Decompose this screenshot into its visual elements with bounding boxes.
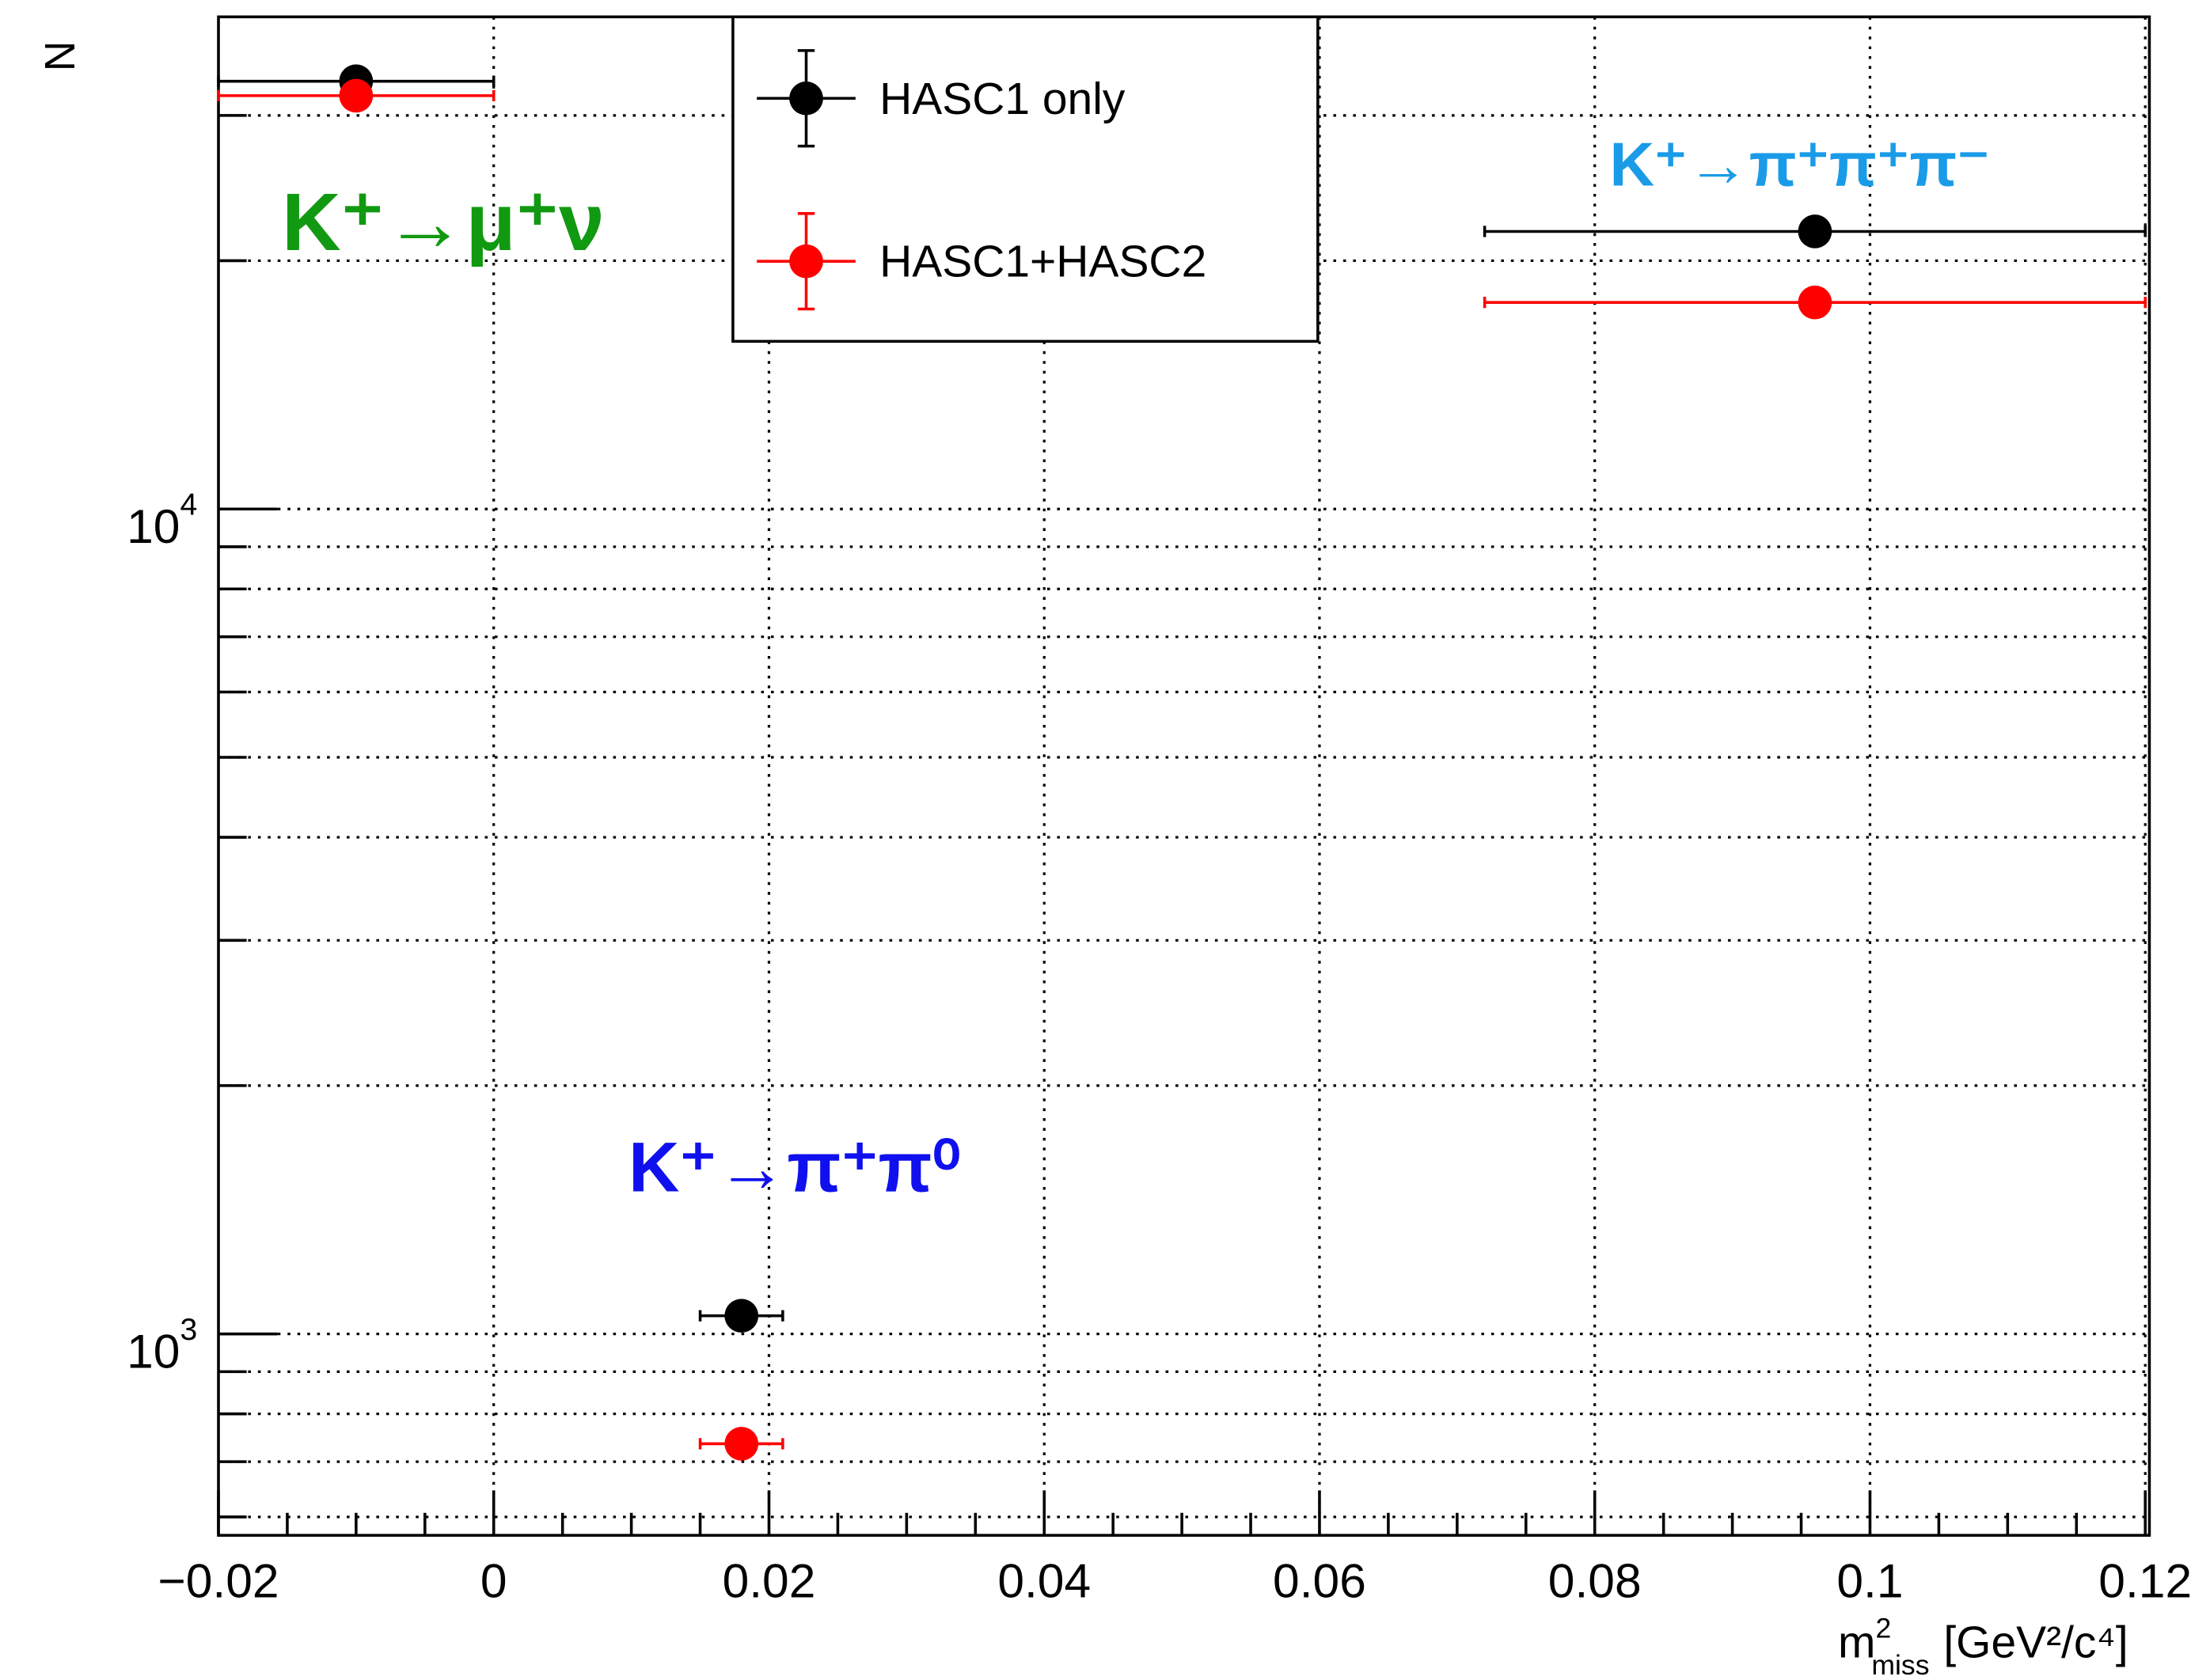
annotation: K⁺→π⁺π⁰ xyxy=(628,1128,960,1206)
y-tick-exp: 4 xyxy=(180,487,197,521)
data-point xyxy=(1798,285,1832,320)
data-point xyxy=(339,78,374,113)
x-tick-label: 0.12 xyxy=(2098,1553,2192,1607)
annotation: K⁺→π⁺π⁺π⁻ xyxy=(1609,129,1989,199)
x-tick-label: −0.02 xyxy=(158,1553,279,1607)
legend-label: HASC1 only xyxy=(879,74,1126,124)
y-tick-label: 103 xyxy=(127,1313,197,1378)
legend-label: HASC1+HASC2 xyxy=(879,237,1206,287)
y-axis-label: N xyxy=(36,41,82,71)
x-tick-label: 0.04 xyxy=(997,1553,1091,1607)
y-tick-base: 10 xyxy=(127,1324,180,1378)
x-label-sub: miss xyxy=(1871,1649,1929,1680)
y-tick-exp: 3 xyxy=(180,1313,197,1347)
legend-box xyxy=(731,15,1320,343)
annotation: K⁺→μ⁺ν xyxy=(282,176,604,267)
data-point xyxy=(724,1299,759,1333)
x-axis-label: m2 miss [GeV²/c⁴] xyxy=(1838,1613,2128,1680)
x-label-unit: [GeV²/c⁴] xyxy=(1943,1617,2128,1668)
x-tick-label: 0.08 xyxy=(1548,1553,1642,1607)
y-tick-label: 104 xyxy=(127,487,197,552)
x-label-base: m xyxy=(1838,1617,1875,1668)
y-tick-base: 10 xyxy=(127,499,180,553)
x-tick-label: 0.02 xyxy=(723,1553,816,1607)
x-tick-label: 0.1 xyxy=(1836,1553,1903,1607)
legend-marker xyxy=(789,244,823,279)
data-point xyxy=(724,1427,759,1461)
x-label-sup: 2 xyxy=(1875,1613,1891,1644)
data-point xyxy=(1798,214,1832,248)
x-tick-label: 0.06 xyxy=(1273,1553,1366,1607)
x-tick-label: 0 xyxy=(480,1553,507,1607)
legend-marker xyxy=(789,81,823,116)
